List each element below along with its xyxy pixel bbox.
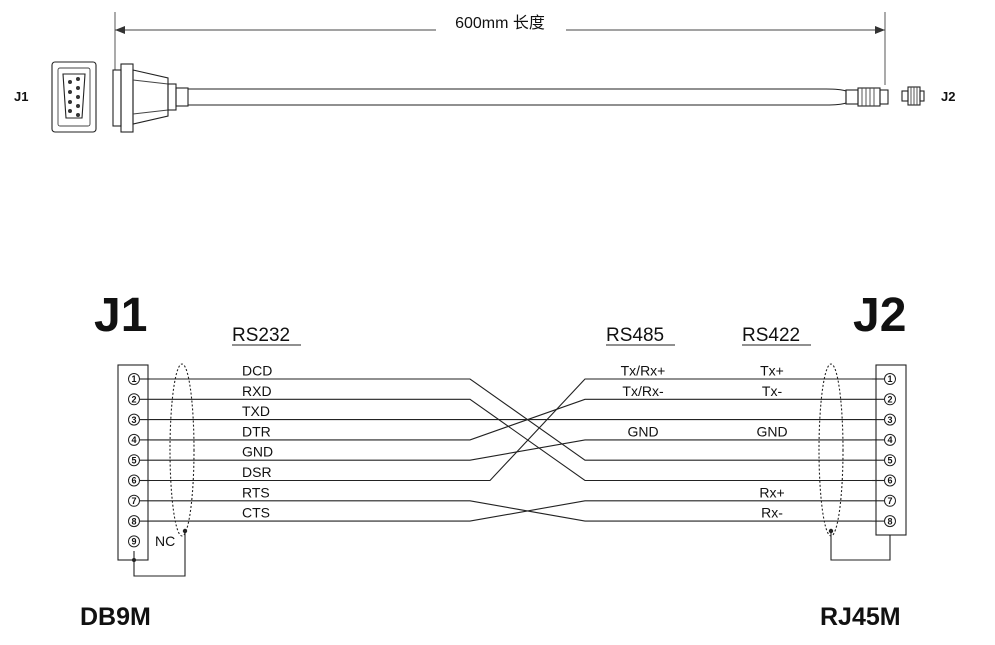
- db9-pin-number: 9: [131, 537, 136, 547]
- wire-8-to-7: [150, 500, 872, 522]
- rs422-signal-label: Rx-: [761, 505, 783, 521]
- rs232-signal-labels: DCD RXD TXD DTR GND DSR RTS CTS: [242, 363, 273, 521]
- rs232-signal-label: CTS: [242, 505, 270, 521]
- rj45-pin-2: 2: [872, 393, 896, 406]
- rs232-signal-label: RXD: [242, 383, 272, 399]
- nc-label: NC: [155, 533, 175, 549]
- db9-pin-6: 6: [128, 474, 150, 487]
- rj45-pin-6: 6: [872, 474, 896, 487]
- rs422-signal-label: GND: [756, 423, 787, 439]
- cable-j1-label: J1: [14, 89, 28, 104]
- db9-pin-8: 8: [128, 515, 150, 528]
- rj45-pin-number: 1: [887, 374, 892, 384]
- db9-pin-number: 1: [131, 374, 136, 384]
- rj45-pin-3: 3: [872, 413, 896, 426]
- db9-pin-2: 2: [128, 393, 150, 406]
- cable-drawing: 600mm 长度 J1: [14, 12, 955, 133]
- rs232-signal-label: TXD: [242, 403, 270, 419]
- rs422-signal-label: Rx+: [759, 484, 784, 500]
- rj45-pin-number: 4: [887, 435, 892, 445]
- rj45-front-view: [901, 86, 925, 106]
- rs422-header: RS422: [742, 325, 800, 346]
- db9-pin-1: 1: [128, 373, 150, 385]
- rj45-pin-5: 5: [872, 454, 896, 467]
- db9-shield-ellipse: [169, 363, 195, 537]
- db9-pin-7: 7: [128, 494, 150, 507]
- rs232-signal-label: DSR: [242, 464, 272, 480]
- db9m-label: DB9M: [80, 603, 151, 631]
- rs485-signal-label: Tx/Rx+: [621, 363, 666, 379]
- rj45-shield-ellipse: [818, 363, 844, 537]
- db9-pin-number: 4: [131, 435, 136, 445]
- rj45-drain-dot: [828, 528, 834, 534]
- rs232-signal-label: DCD: [242, 363, 272, 379]
- rj45-pin-number: 8: [887, 516, 892, 526]
- rj45-pin-number: 5: [887, 455, 892, 465]
- rs232-signal-label: RTS: [242, 484, 270, 500]
- db9-pin-9: 9: [128, 535, 140, 548]
- rj45-pin-number: 6: [887, 476, 892, 486]
- db9-pin-number: 8: [131, 516, 136, 526]
- db9-pin-4: 4: [128, 433, 150, 446]
- db9-hood: [112, 63, 189, 133]
- rs485-header: RS485: [606, 325, 664, 346]
- rs232-header: RS232: [232, 325, 290, 346]
- length-label: 600mm 长度: [455, 14, 545, 32]
- rs422-signal-labels: Tx+ Tx- GND Rx+ Rx-: [756, 363, 787, 521]
- cable-j2-label: J2: [941, 89, 955, 104]
- db9-pin-number: 5: [131, 455, 136, 465]
- dimension-arrow-left: [115, 26, 125, 34]
- db9-pin-number: 3: [131, 415, 136, 425]
- db9-pin-3: 3: [128, 413, 150, 426]
- rj45-plug: [825, 87, 889, 107]
- db9-pins: 1 2 3 4 5 6 7 8 9: [128, 373, 150, 548]
- rs232-signal-label: DTR: [242, 423, 271, 439]
- rs485-signal-label: GND: [627, 423, 658, 439]
- wire-4-to-2: [150, 398, 872, 441]
- rj45-pin-7: 7: [872, 494, 896, 507]
- db9-drain-dot: [182, 528, 188, 534]
- j2-title: J2: [853, 289, 906, 342]
- rj45m-label: RJ45M: [820, 603, 901, 631]
- rj45-pin-1: 1: [872, 373, 896, 385]
- wires: [150, 378, 872, 522]
- rj45-pins: 1 2 3 4 5 6 7 8: [872, 373, 896, 528]
- db9-front-view: [51, 61, 97, 133]
- rj45-pin-8: 8: [872, 515, 896, 528]
- rs485-signal-labels: Tx/Rx+ Tx/Rx- GND: [621, 363, 666, 440]
- rj45-pin-number: 3: [887, 415, 892, 425]
- db9-pin-number: 7: [131, 496, 136, 506]
- db9-pin-5: 5: [128, 454, 150, 467]
- rj45-pin-block: [875, 364, 907, 536]
- rs422-signal-label: Tx-: [762, 383, 783, 399]
- db9-pin-number: 2: [131, 395, 136, 405]
- dimension-arrow-right: [875, 26, 885, 34]
- rs422-signal-label: Tx+: [760, 363, 784, 379]
- wire-5-to-4: [150, 439, 872, 461]
- rj45-shield-drain: [830, 531, 891, 561]
- rj45-pin-number: 2: [887, 395, 892, 405]
- db9-pin-number: 6: [131, 476, 136, 486]
- rs485-signal-label: Tx/Rx-: [622, 383, 664, 399]
- wire-6-to-1: [150, 378, 872, 482]
- rj45-pin-4: 4: [872, 433, 896, 446]
- rs232-signal-label: GND: [242, 444, 273, 460]
- rj45-pin-number: 7: [887, 496, 892, 506]
- db9-shield-drain: [133, 531, 186, 577]
- j1-title: J1: [94, 289, 147, 342]
